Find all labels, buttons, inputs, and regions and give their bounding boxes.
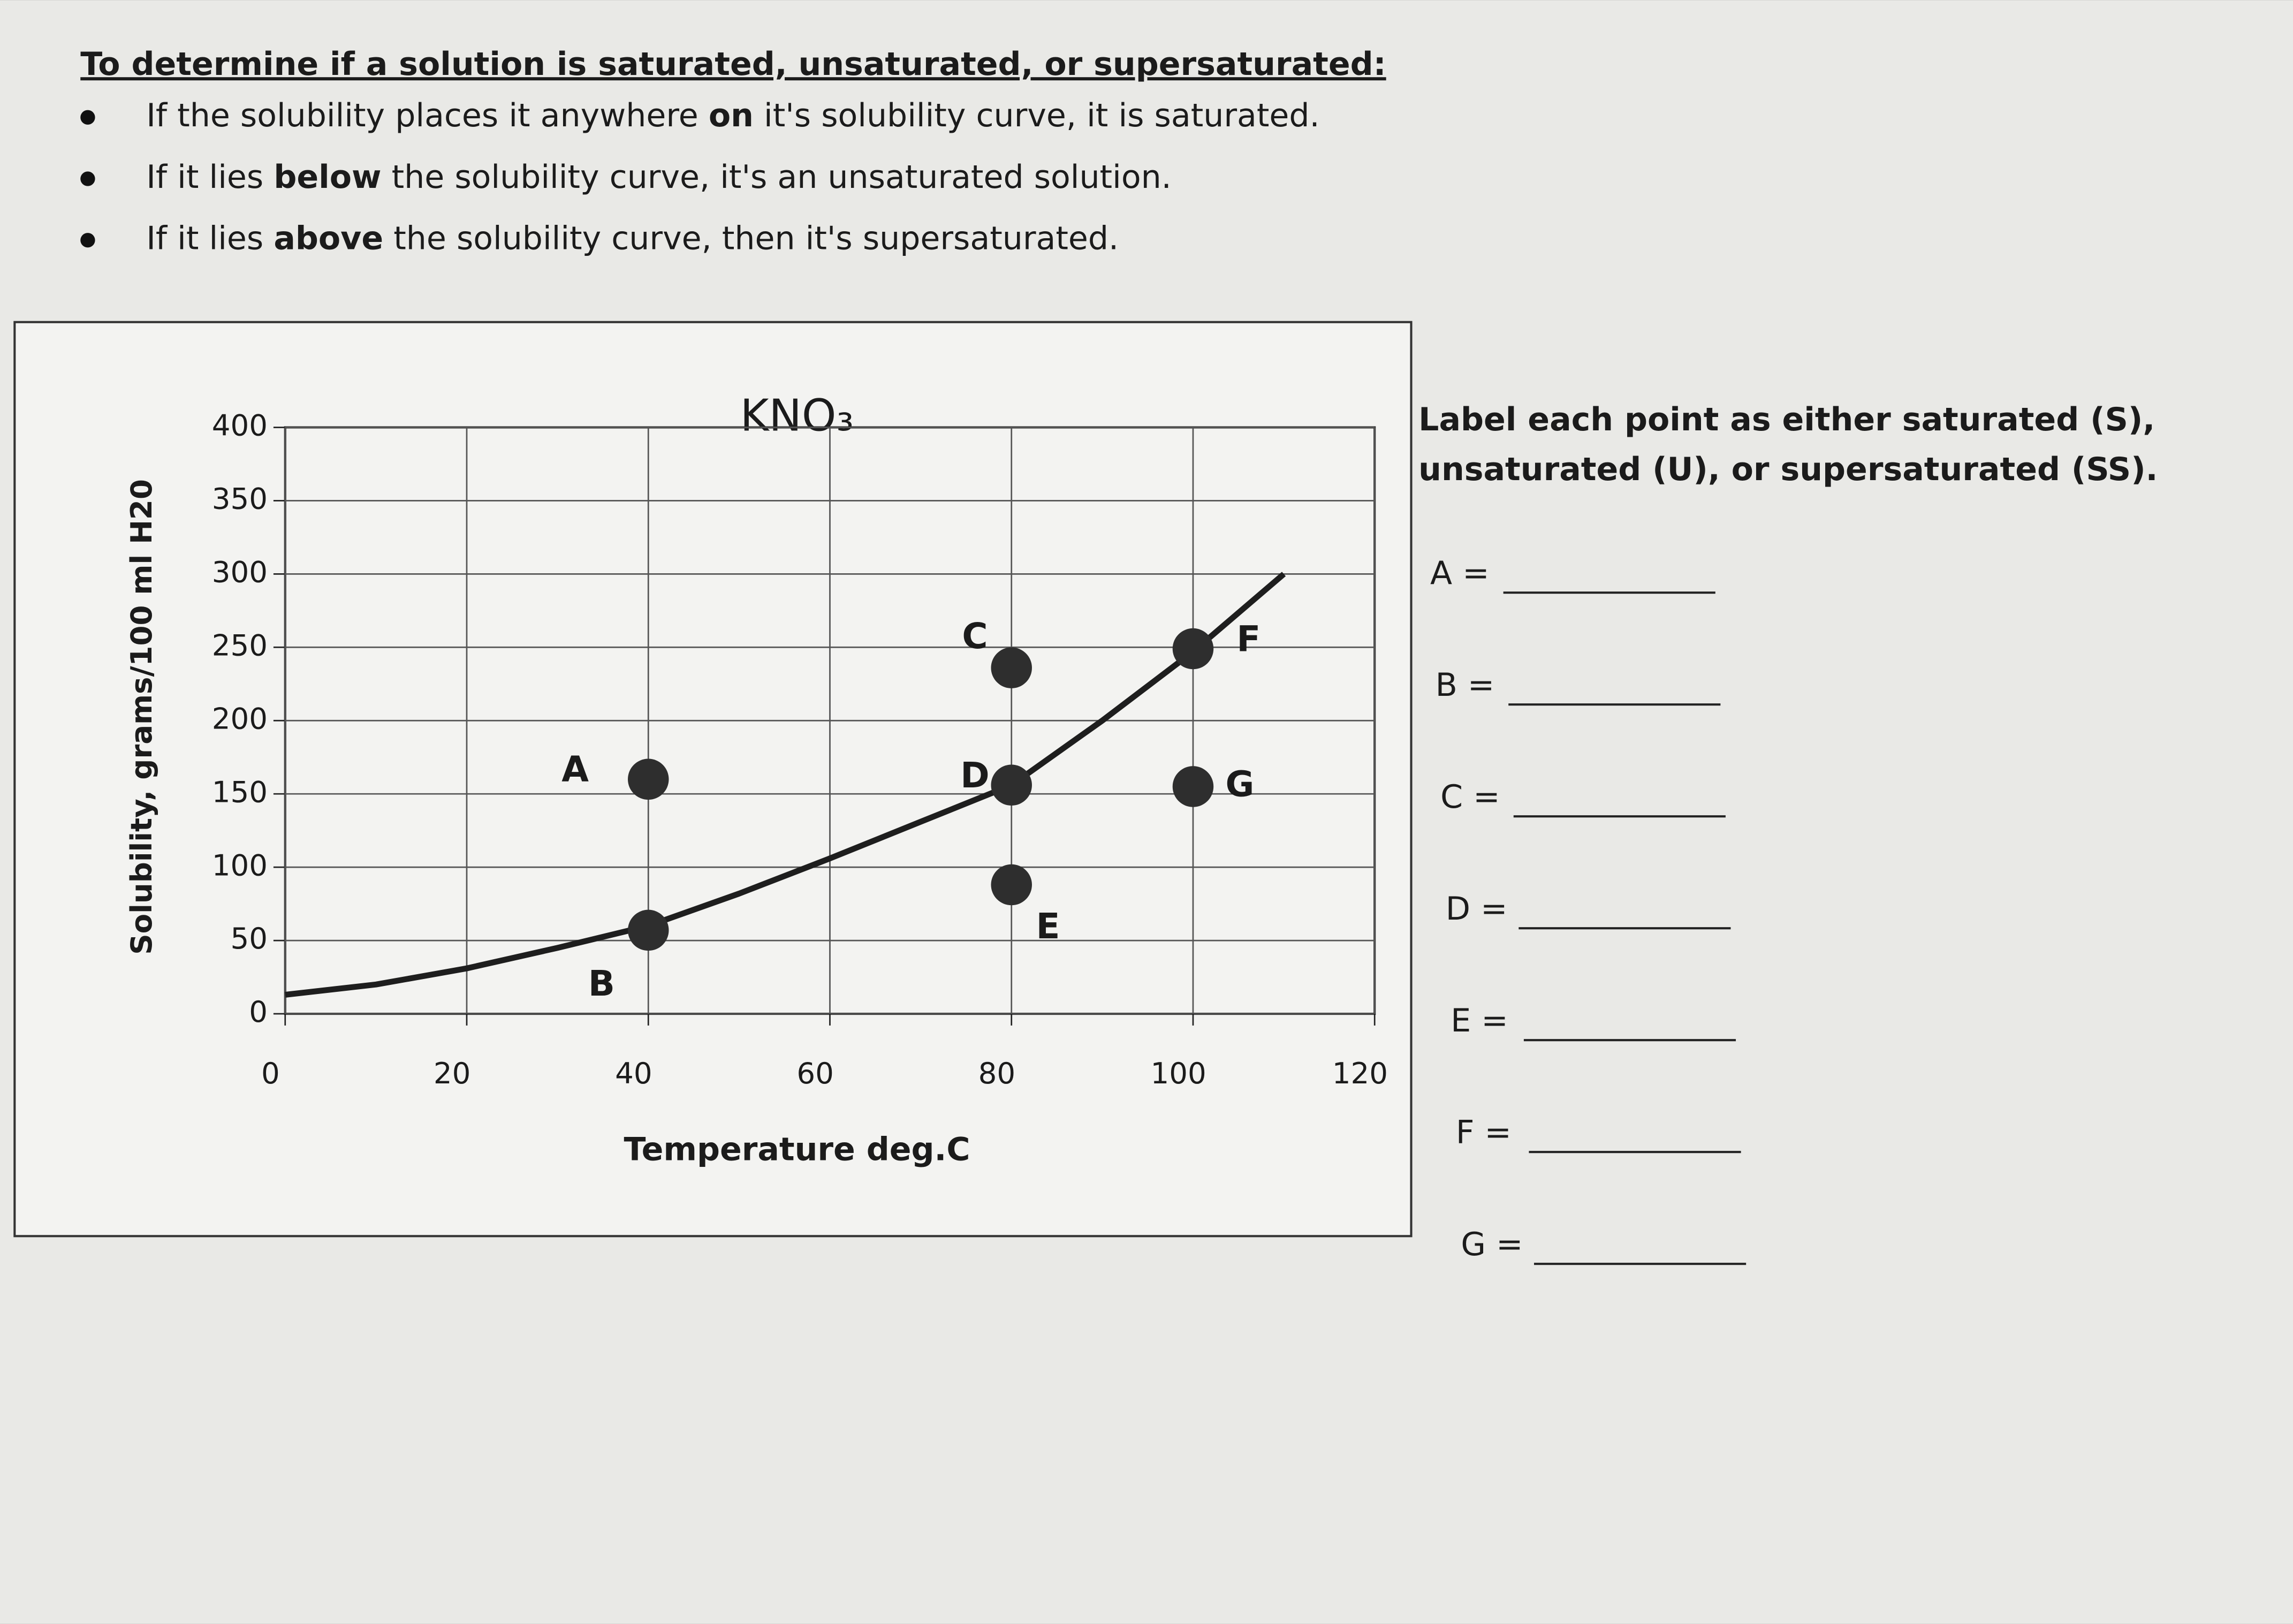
x-tick-label: 120	[1332, 1056, 1388, 1090]
y-tick-label: 250	[212, 628, 268, 662]
answer-label: D =	[1446, 890, 1508, 928]
point-label: G	[1225, 764, 1254, 805]
y-axis-label: Solubility, grams/100 ml H20	[124, 479, 158, 955]
x-tick-label: 80	[978, 1056, 1016, 1090]
point-label: E	[1036, 906, 1060, 947]
data-point	[628, 758, 669, 800]
bullet-dot	[80, 233, 95, 248]
bullet-text: If it lies above the solubility curve, t…	[146, 219, 1119, 257]
x-tick-label: 40	[615, 1056, 652, 1090]
header-title: To determine if a solution is saturated,…	[80, 45, 1386, 83]
bullet-text: If the solubility places it anywhere on …	[146, 97, 1319, 134]
answer-label: G =	[1461, 1226, 1523, 1263]
instruction: Label each point as either saturated (S)…	[1418, 401, 2155, 438]
x-tick-label: 0	[261, 1056, 280, 1090]
solubility-curve	[285, 572, 1286, 998]
data-point	[628, 909, 669, 951]
bullet-segment: it's solubility curve, it is saturated.	[754, 97, 1320, 134]
bullet-segment: above	[274, 219, 383, 257]
point-label: B	[588, 963, 615, 1004]
bullet-segment: the solubility curve, then it's supersat…	[383, 219, 1119, 257]
instruction: unsaturated (U), or supersaturated (SS).	[1418, 451, 2158, 488]
data-point	[991, 864, 1032, 906]
data-point	[1172, 628, 1214, 670]
point-label: F	[1236, 619, 1261, 659]
point-label: A	[561, 749, 589, 790]
data-point	[991, 647, 1032, 688]
bullet-dot	[80, 110, 95, 125]
chart-title: KNO₃	[740, 391, 854, 442]
data-point	[1172, 766, 1214, 807]
bullet-segment: on	[709, 97, 754, 134]
y-tick-label: 0	[249, 995, 268, 1029]
point-label: D	[960, 755, 989, 796]
y-tick-label: 150	[212, 775, 268, 809]
x-tick-label: 100	[1151, 1056, 1206, 1090]
y-tick-label: 200	[212, 701, 268, 735]
answer-label: A =	[1430, 555, 1490, 592]
bullet-dot	[80, 171, 95, 186]
bullet-segment: below	[274, 158, 381, 196]
y-tick-label: 100	[212, 848, 268, 882]
answer-label: C =	[1440, 778, 1500, 816]
y-tick-label: 400	[212, 408, 268, 443]
x-axis-label: Temperature deg.C	[624, 1130, 970, 1168]
bullet-segment: the solubility curve, it's an unsaturate…	[382, 158, 1172, 196]
bullet-segment: If the solubility places it anywhere	[146, 97, 709, 134]
x-tick-label: 60	[796, 1056, 834, 1090]
y-tick-label: 50	[230, 921, 268, 955]
y-tick-label: 300	[212, 555, 268, 589]
bullet-text: If it lies below the solubility curve, i…	[146, 158, 1172, 196]
bullet-segment: If it lies	[146, 219, 274, 257]
answer-label: B =	[1436, 666, 1495, 704]
answer-label: F =	[1456, 1114, 1512, 1151]
answer-label: E =	[1451, 1002, 1508, 1039]
bullet-segment: If it lies	[146, 158, 274, 196]
x-tick-label: 20	[434, 1056, 471, 1090]
data-point	[991, 764, 1032, 806]
point-label: C	[962, 616, 988, 657]
y-tick-label: 350	[212, 482, 268, 516]
